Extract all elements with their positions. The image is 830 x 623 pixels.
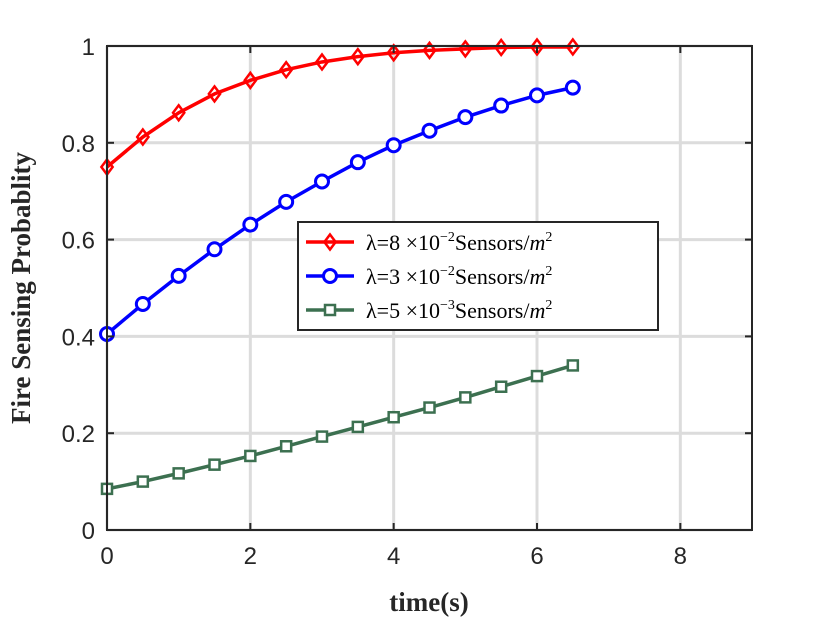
legend-text-mid: Sensors/ (455, 230, 530, 255)
data-point-diamond (529, 37, 545, 57)
data-point-diamond (243, 70, 258, 90)
data-point-circle (529, 87, 545, 104)
legend-text-m: m (529, 298, 545, 323)
plot-frame (106, 45, 753, 531)
data-point-circle (134, 295, 151, 312)
legend-label-1: λ=8 ×10−2Sensors/m2 (366, 230, 552, 255)
legend-label-3: λ=5 ×10−3Sensors/m2 (366, 298, 552, 323)
data-point-diamond (278, 60, 294, 80)
legend-text-m: m (529, 264, 545, 289)
data-point-circle (170, 267, 187, 284)
data-point-circle (493, 97, 510, 114)
legend-text-m: m (529, 230, 545, 255)
x-tick-label: 2 (244, 543, 257, 570)
data-point-diamond (135, 127, 151, 147)
data-point-diamond (565, 37, 581, 57)
x-tick-label: 4 (387, 543, 400, 570)
y-tick-label: 0.8 (62, 131, 95, 158)
data-point-square (530, 369, 544, 383)
data-point-circle (385, 137, 402, 154)
legend-text-exp: −2 (440, 230, 455, 245)
y-tick-label: 0 (82, 518, 95, 545)
data-point-diamond (171, 103, 186, 123)
legend: λ=8 ×10−2Sensors/m2λ=3 ×10−2Sensors/m2λ=… (297, 221, 659, 331)
x-tick-label: 6 (530, 543, 543, 570)
y-axis-label: Fire Sensing Probablity (6, 151, 36, 424)
data-point-square (279, 440, 293, 453)
data-point-diamond (493, 37, 509, 58)
y-tick-label: 1 (82, 34, 95, 61)
legend-box (297, 221, 659, 331)
data-point-diamond (386, 43, 401, 63)
data-point-circle (421, 122, 438, 139)
legend-marker-circle (322, 268, 338, 284)
legend-label-2: λ=3 ×10−2Sensors/m2 (366, 264, 552, 289)
y-tick-label: 0.2 (62, 421, 95, 448)
legend-text-pre: λ=8 ×10 (366, 230, 440, 255)
legend-text-exp: −3 (440, 298, 455, 313)
legend-text-mid: Sensors/ (455, 298, 530, 323)
ticks: 0 2 4 6 8 0 0.2 0.4 0.6 0.8 1 (62, 34, 752, 570)
data-point-square (494, 380, 508, 393)
data-point-diamond (350, 47, 366, 67)
data-point-square (459, 391, 472, 404)
data-point-circle (564, 79, 581, 96)
data-point-diamond (207, 84, 222, 104)
x-axis-label: time(s) (389, 587, 468, 617)
data-point-diamond (422, 40, 437, 60)
data-point-square (566, 359, 580, 372)
data-point-square (351, 420, 365, 434)
data-point-square (387, 410, 400, 424)
data-point-diamond (314, 52, 330, 72)
data-point-circle (349, 154, 366, 171)
legend-text-pre: λ=3 ×10 (366, 264, 440, 289)
data-point-square (244, 449, 257, 463)
legend-text-exp: −2 (440, 264, 455, 279)
legend-text-mid: Sensors/ (455, 264, 530, 289)
legend-marker-diamond (322, 232, 338, 252)
x-tick-label: 8 (674, 543, 687, 570)
data-point-square (423, 401, 436, 414)
data-point-circle (314, 173, 330, 190)
legend-marker-square (323, 303, 337, 317)
y-tick-label: 0.6 (62, 228, 95, 255)
legend-text-pow: 2 (545, 298, 552, 313)
y-tick-label: 0.4 (62, 324, 95, 351)
data-point-square (315, 430, 329, 443)
data-point-circle (278, 193, 295, 210)
data-point-circle (206, 241, 223, 258)
data-point-square (208, 458, 221, 471)
data-point-square (136, 475, 150, 488)
data-point-square (172, 467, 185, 480)
x-tick-label: 0 (100, 543, 113, 570)
legend-text-pre: λ=5 ×10 (366, 298, 440, 323)
legend-text-pow: 2 (545, 264, 552, 279)
legend-text-pow: 2 (545, 230, 552, 245)
data-point-circle (242, 216, 259, 233)
data-point-circle (457, 109, 474, 126)
